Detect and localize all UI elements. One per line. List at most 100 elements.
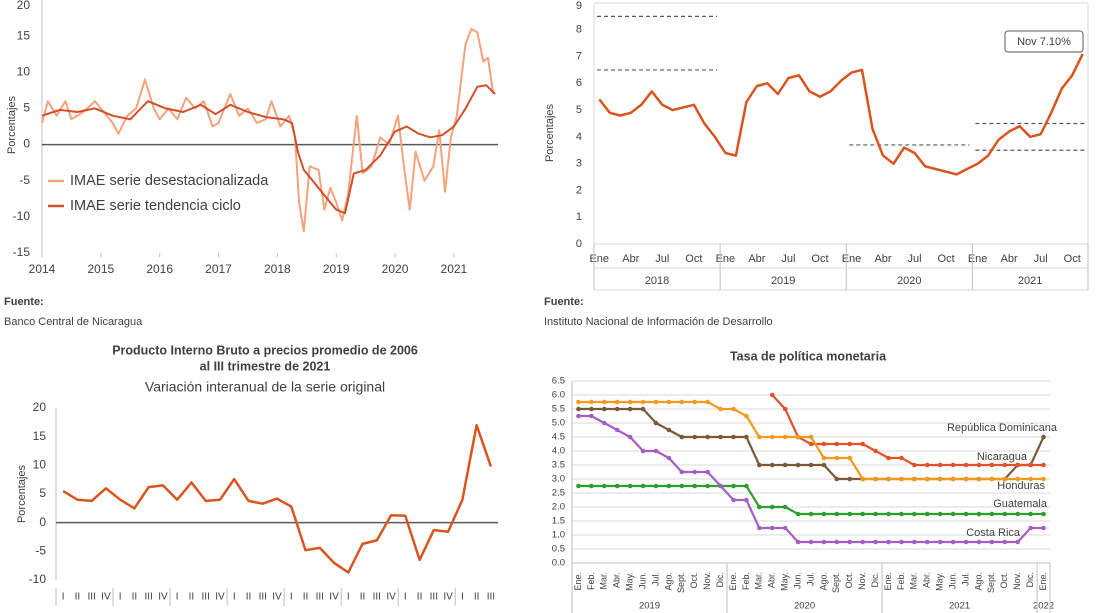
x-tick-label: Jul [781, 253, 795, 265]
y-axis-label: Porcentajes [16, 464, 28, 523]
point [679, 434, 685, 440]
point [1028, 511, 1033, 517]
y-tick-label: -10 [29, 572, 47, 586]
y-tick-label: 6 [576, 77, 582, 89]
point [976, 462, 982, 468]
x-tick-label: Ene [589, 253, 609, 265]
x-tick-label: III [316, 592, 324, 603]
y-tick-label: 3.5 [552, 460, 565, 471]
x-tick-label: II [360, 592, 366, 603]
y-tick-label: 20 [33, 400, 47, 414]
y-tick-label: -5 [19, 173, 30, 187]
point [924, 511, 930, 517]
x-tick-label: II [132, 592, 138, 603]
point [899, 476, 904, 482]
x-tick-label: Abr [874, 253, 891, 265]
point [653, 448, 659, 454]
point [782, 406, 788, 412]
x-tick-label: II [417, 592, 423, 603]
point [744, 483, 749, 489]
point [692, 434, 698, 440]
point [795, 434, 801, 440]
x-tick-label: Jun. [792, 572, 802, 589]
x-tick-label: 2014 [29, 262, 56, 276]
x-tick-label: II [246, 592, 252, 603]
x-tick-label: 2017 [205, 262, 232, 276]
x-tick-label: III [145, 592, 153, 603]
point [860, 441, 865, 447]
chart-title: Producto Interno Bruto a precios promedi… [112, 343, 418, 357]
point [937, 462, 943, 468]
point [614, 483, 620, 489]
point [1041, 462, 1046, 468]
point [937, 476, 943, 482]
point [692, 469, 698, 475]
point [601, 483, 607, 489]
point [873, 539, 878, 545]
point [976, 476, 982, 482]
point [757, 504, 762, 510]
point [886, 511, 891, 517]
point [705, 483, 710, 489]
x-tick-label: Oct. [844, 572, 854, 589]
chart-title: al III trimestre de 2021 [200, 359, 331, 373]
y-tick-label: 9 [576, 0, 582, 12]
point [1002, 462, 1008, 468]
point [1028, 525, 1033, 531]
point [963, 476, 969, 482]
legend-label: IMAE serie desestacionalizada [70, 173, 269, 189]
x-tick-label: III [373, 592, 381, 603]
point [976, 539, 982, 545]
point [757, 525, 762, 531]
x-tick-label: Feb. [741, 572, 751, 590]
point [576, 413, 581, 419]
series-label: Costa Rica [966, 527, 1021, 539]
point [640, 406, 646, 412]
y-tick-label: 4 [576, 131, 582, 143]
point [1028, 462, 1033, 468]
point [601, 420, 607, 426]
point [795, 511, 801, 517]
point [589, 399, 594, 405]
x-tick-label: IV [215, 592, 225, 603]
point [666, 399, 672, 405]
series-line [62, 423, 493, 574]
point [589, 483, 594, 489]
point [744, 434, 749, 440]
y-tick-label: 3 [576, 158, 582, 170]
y-tick-label: 5 [39, 486, 46, 500]
x-tick-label: Mar. [754, 572, 764, 590]
y-axis-label: Porcentajes [544, 103, 556, 162]
x-tick-label: III [430, 592, 438, 603]
x-tick-label: Ago. [663, 572, 673, 591]
y-axis-label: Porcentajes [6, 95, 18, 154]
x-tick-label: Mar. [909, 572, 919, 590]
point [769, 434, 775, 440]
point [653, 420, 659, 426]
y-tick-label: 15 [17, 28, 31, 42]
point [705, 469, 710, 475]
point [718, 406, 723, 412]
x-tick-label: May. [625, 572, 635, 591]
point [731, 483, 736, 489]
point [731, 497, 736, 503]
x-tick-label: I [404, 592, 407, 603]
point [1002, 539, 1008, 545]
series-label: Guatemala [993, 498, 1048, 510]
x-tick-label: Ago. [818, 572, 828, 591]
point [912, 511, 917, 517]
x-tick-label: I [290, 592, 293, 603]
y-tick-label: 0 [39, 515, 46, 529]
point [989, 462, 995, 468]
point [782, 462, 788, 468]
point [950, 511, 956, 517]
x-tick-label: Ene. [573, 572, 583, 591]
point [847, 441, 853, 447]
point [886, 539, 891, 545]
point [899, 539, 904, 545]
x-tick-label: I [233, 592, 236, 603]
point [744, 413, 749, 419]
point [692, 483, 698, 489]
x-tick-label: Ene [968, 253, 988, 265]
x-tick-label: IV [386, 592, 396, 603]
